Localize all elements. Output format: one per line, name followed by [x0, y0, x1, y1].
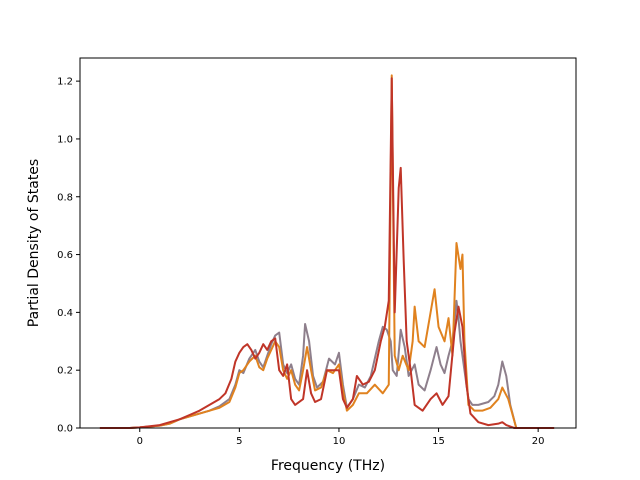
x-tick-label: 5: [236, 436, 242, 447]
series-line-1: [99, 74, 555, 429]
y-tick-label: 0.6: [57, 250, 73, 261]
x-tick-label: 10: [333, 436, 346, 447]
x-axis-ticks: 0 5 10 15 20: [137, 428, 545, 447]
plot-lines: [99, 74, 555, 429]
y-tick-label: 1.2: [57, 77, 73, 88]
x-axis-label: Frequency (THz): [271, 458, 385, 474]
y-tick-label: 0.0: [57, 424, 73, 435]
x-tick-label: 20: [532, 436, 545, 447]
y-tick-label: 0.2: [57, 366, 73, 377]
y-axis-label: Partial Density of States: [26, 159, 42, 327]
x-tick-label: 0: [137, 436, 143, 447]
y-axis-ticks: 0.0 0.2 0.4 0.6 0.8 1.0 1.2: [57, 77, 80, 435]
plot-frame: [79, 57, 577, 429]
y-tick-label: 1.0: [57, 134, 73, 145]
y-tick-label: 0.4: [57, 308, 73, 319]
x-tick-label: 15: [432, 436, 445, 447]
y-tick-label: 0.8: [57, 192, 73, 203]
series-line-2: [99, 77, 555, 429]
